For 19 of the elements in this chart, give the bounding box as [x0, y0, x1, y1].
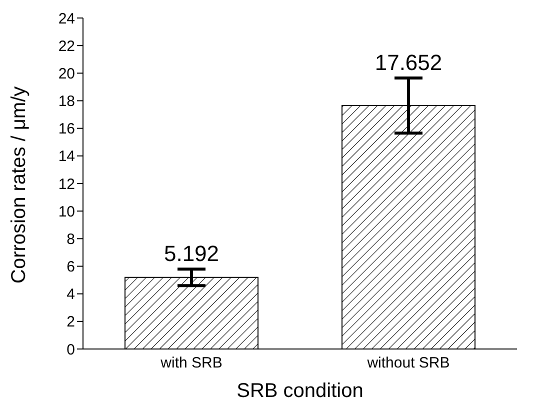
- data-label: 17.652: [374, 50, 442, 75]
- y-tick-label: 4: [66, 286, 75, 304]
- y-tick-label: 0: [66, 341, 75, 358]
- y-tick-label: 22: [58, 38, 75, 55]
- y-tick-label: 6: [66, 258, 75, 276]
- y-tick-label: 24: [58, 10, 75, 28]
- x-tick-label: without SRB: [366, 354, 450, 372]
- y-tick-label: 20: [58, 65, 75, 82]
- y-axis-title: Corrosion rates / μm/y: [8, 86, 30, 284]
- y-tick-label: 10: [58, 203, 75, 220]
- y-tick-label: 16: [58, 120, 75, 138]
- y-tick-label: 8: [66, 230, 75, 248]
- x-tick-label: with SRB: [160, 354, 222, 372]
- data-label: 5.192: [164, 241, 220, 266]
- y-tick-label: 18: [58, 93, 75, 110]
- y-tick-label: 12: [58, 176, 75, 193]
- y-tick-label: 2: [66, 314, 75, 331]
- y-tick-label: 14: [58, 148, 75, 166]
- x-axis-title: SRB condition: [236, 380, 364, 402]
